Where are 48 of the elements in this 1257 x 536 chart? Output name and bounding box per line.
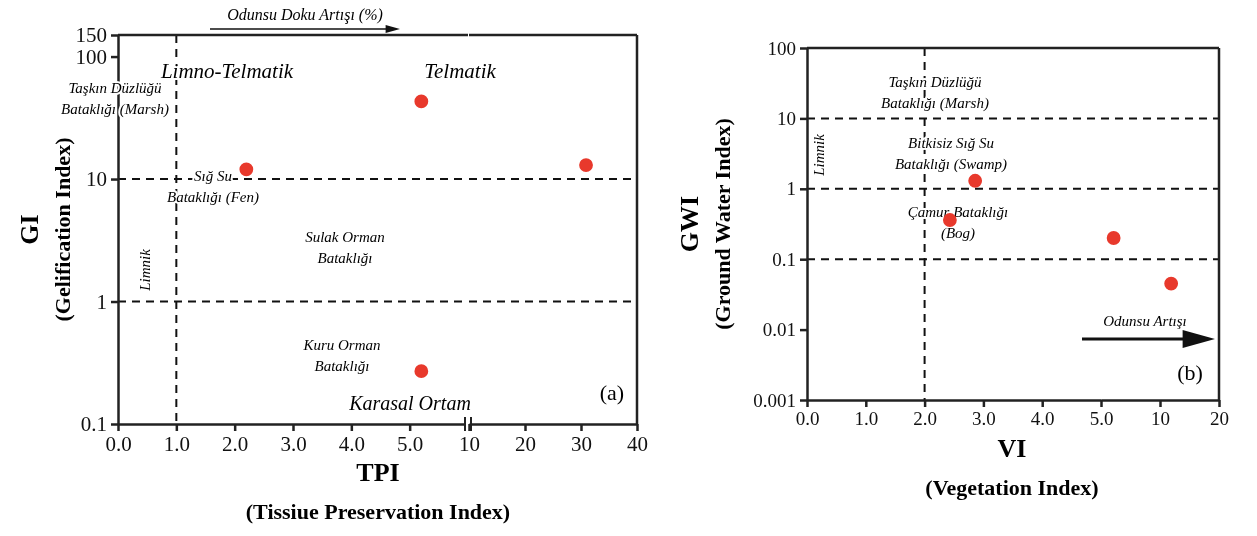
annotation: (a) <box>599 380 625 405</box>
x-tick-label: 0.0 <box>795 408 820 430</box>
annotation: Limnik <box>137 248 153 292</box>
x-tick-label: 10 <box>459 431 480 456</box>
annotation: Telmatik <box>424 59 497 83</box>
x-tick-label: 3.0 <box>280 431 307 456</box>
annotation: Taşkın Düzlüğü Bataklığı (Marsh) <box>881 74 989 112</box>
x-axis-title: TPI (Tissiue Preservation Index) <box>245 458 511 524</box>
x-tick-label: 4.0 <box>1030 408 1055 430</box>
x-tick-label: 4.0 <box>338 431 365 456</box>
text: Odunsu Doku Artışı (%) <box>227 6 383 24</box>
x-tick-label: 1.0 <box>163 431 190 456</box>
y-tick-label: 1 <box>96 289 107 314</box>
y-tick-label: 0.01 <box>762 319 796 341</box>
x-tick-label: 2.0 <box>913 408 937 430</box>
y-tick-label: 1 <box>786 178 796 200</box>
y-axis-title: GI (Gelification Index) <box>15 137 75 322</box>
x-tick-label: 20 <box>515 431 536 456</box>
y-tick-label: 10 <box>777 107 796 129</box>
x-tick-label: 40 <box>627 431 648 456</box>
point <box>239 162 254 177</box>
x-tick-label: 0.0 <box>105 431 132 456</box>
point <box>414 364 429 379</box>
y-tick-label: 100 <box>767 37 796 59</box>
annotation: Karasal Ortam <box>348 392 471 414</box>
x-tick-label: 20 <box>1210 408 1229 430</box>
y-tick-label: 0.001 <box>753 389 796 411</box>
x-tick-label: 30 <box>571 431 592 456</box>
x-tick-label: 2.0 <box>222 431 249 456</box>
y-tick-label: 0.1 <box>772 248 796 270</box>
annotation: Sulak Orman Bataklığı <box>305 229 385 266</box>
annotation: Odunsu Artışı <box>1103 313 1187 329</box>
annotation: Çamur Bataklığı (Bog) <box>907 204 1009 242</box>
y-tick-label: 10 <box>86 167 107 192</box>
annotation: Limno-Telmatik <box>159 59 294 83</box>
point <box>414 94 429 109</box>
x-tick-label: 3.0 <box>972 408 996 430</box>
annotation: Kuru Orman Bataklığı <box>302 337 381 374</box>
y-tick-label: 0.1 <box>80 412 107 437</box>
annotation: (b) <box>1177 360 1203 385</box>
x-axis-title: VI (Vegetation Index) <box>925 434 1099 500</box>
x-tick-label: 1.0 <box>854 408 879 430</box>
y-axis-title: GWI (Ground Water Index) <box>675 118 735 330</box>
annotation: Bitkisiz Sığ Su Bataklığı (Swamp) <box>894 135 1008 173</box>
annotation: Limnik <box>811 133 827 177</box>
x-tick-label: 10 <box>1151 408 1170 430</box>
x-tick-label: 5.0 <box>1089 408 1114 430</box>
x-tick-label: 5.0 <box>397 431 424 456</box>
